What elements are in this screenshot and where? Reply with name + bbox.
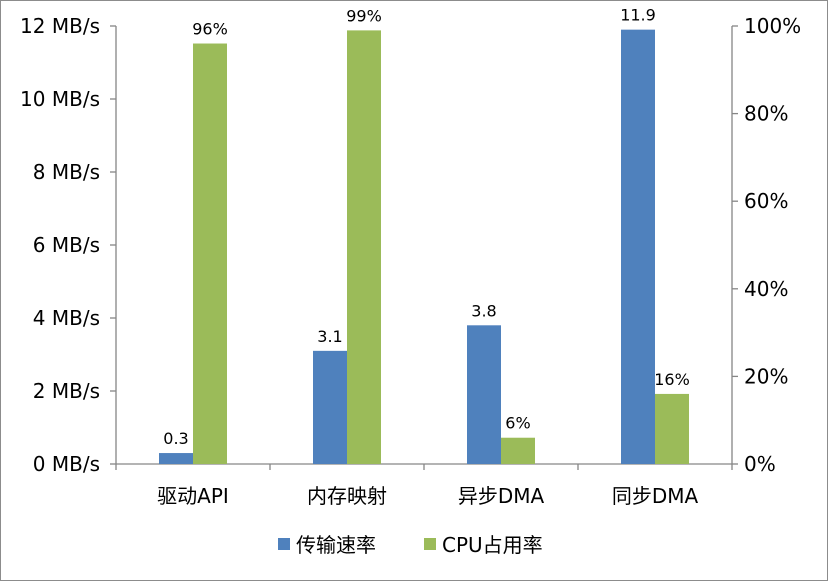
legend-label-series-1: CPU占用率 [442, 533, 543, 557]
x-tick-label: 异步DMA [458, 484, 545, 508]
y-left-tick-label: 2 MB/s [33, 379, 100, 403]
x-tick-label: 内存映射 [307, 484, 387, 508]
y-right-tick-label: 100% [744, 14, 801, 38]
y-left-tick-label: 6 MB/s [33, 233, 100, 257]
data-label-series-1: 6% [505, 414, 530, 433]
y-right-tick-label: 20% [744, 364, 788, 388]
y-left-tick-label: 0 MB/s [33, 452, 100, 476]
legend: 传输速率 CPU占用率 [278, 533, 543, 557]
y-right-tick-label: 0% [744, 452, 776, 476]
bar-series-1 [655, 393, 689, 464]
bar-series-0 [621, 29, 655, 465]
data-label-series-1: 96% [192, 20, 228, 39]
y-left-tick-label: 8 MB/s [33, 160, 100, 184]
y-right-tick-label: 80% [744, 102, 788, 126]
legend-label-series-0: 传输速率 [296, 533, 376, 557]
data-label-series-0: 11.9 [620, 6, 656, 25]
bar-series-0 [313, 350, 347, 464]
bar-series-0 [159, 453, 193, 464]
bar-series-1 [193, 43, 227, 465]
axes: 0 MB/s 2 MB/s 4 MB/s 6 MB/s 8 MB/s 10 MB/s 12 … [20, 14, 801, 508]
x-tick-label: 同步DMA [612, 484, 699, 508]
y-left-tick-label: 10 MB/s [20, 87, 100, 111]
data-label-series-0: 0.3 [163, 429, 188, 448]
y-right-tick-label: 40% [744, 277, 788, 301]
bar-series-1 [501, 437, 535, 464]
bar-series-0 [467, 325, 501, 464]
legend-swatch-series-0 [278, 538, 290, 550]
bar-series-1 [347, 30, 381, 464]
data-label-series-0: 3.8 [471, 301, 496, 320]
data-label-series-1: 99% [346, 6, 382, 25]
data-labels: 0.3 3.1 3.8 11.9 96% 99% 6% 16% [163, 6, 690, 448]
bars [159, 29, 689, 465]
x-tick-label: 驱动API [157, 484, 229, 508]
data-label-series-0: 3.1 [317, 327, 342, 346]
y-right-tick-label: 60% [744, 189, 788, 213]
legend-swatch-series-1 [424, 538, 436, 550]
y-left-tick-label: 4 MB/s [33, 306, 100, 330]
data-label-series-1: 16% [654, 370, 690, 389]
y-left-tick-label: 12 MB/s [20, 14, 100, 38]
